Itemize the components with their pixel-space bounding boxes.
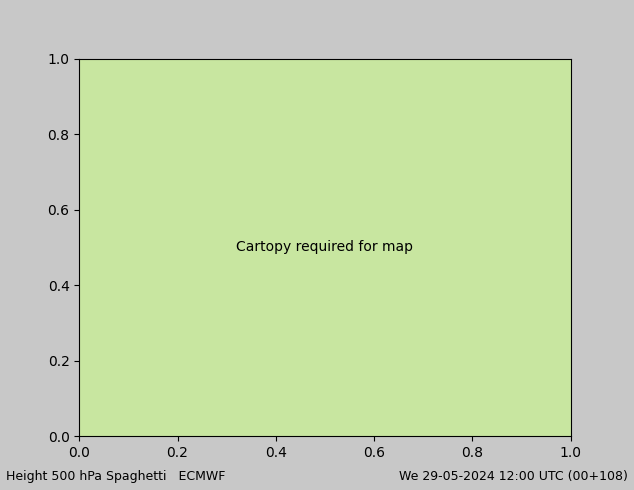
- Text: Cartopy required for map: Cartopy required for map: [236, 241, 413, 254]
- Text: We 29-05-2024 12:00 UTC (00+108): We 29-05-2024 12:00 UTC (00+108): [399, 470, 628, 483]
- Text: Height 500 hPa Spaghetti   ECMWF: Height 500 hPa Spaghetti ECMWF: [6, 470, 226, 483]
